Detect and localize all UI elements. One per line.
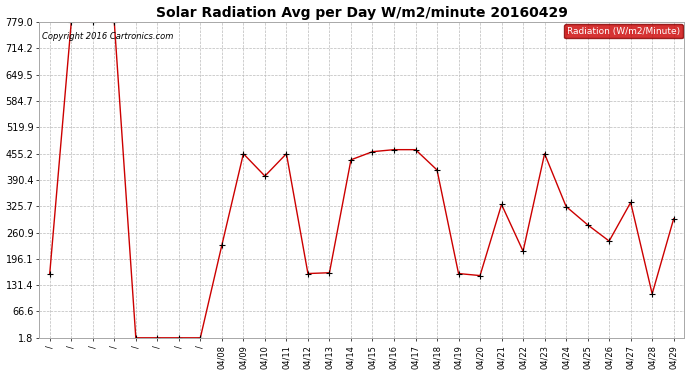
- Title: Solar Radiation Avg per Day W/m2/minute 20160429: Solar Radiation Avg per Day W/m2/minute …: [156, 6, 568, 20]
- Legend: Radiation (W/m2/Minute): Radiation (W/m2/Minute): [564, 24, 682, 38]
- Text: Copyright 2016 Cartronics.com: Copyright 2016 Cartronics.com: [42, 32, 174, 40]
